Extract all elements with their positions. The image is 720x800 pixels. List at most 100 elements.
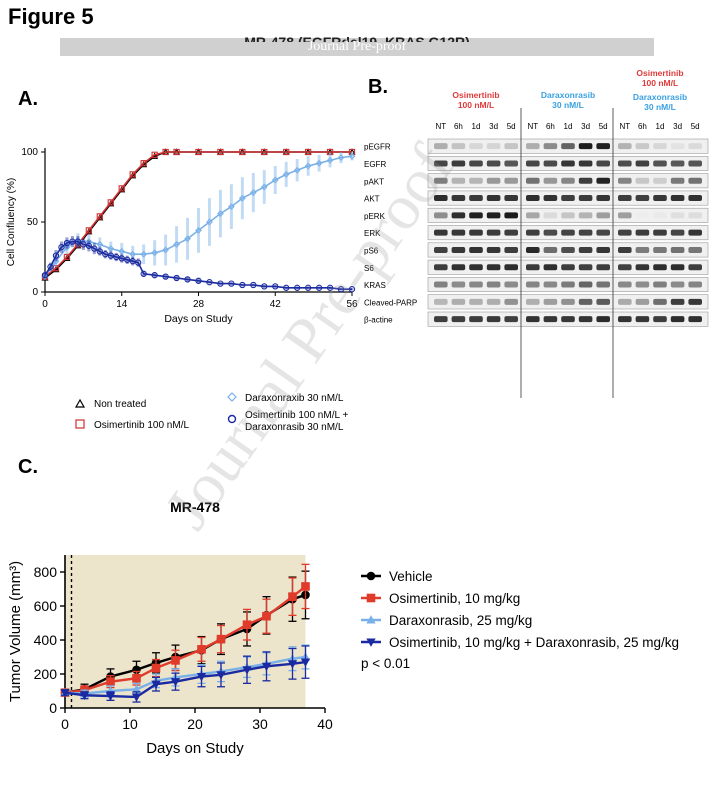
panel-b-band [618,298,632,305]
panel-c-data-point [242,620,252,629]
panel-c-data-point [262,611,271,621]
panel-c-data-point [301,582,310,591]
panel-b-band [504,281,518,288]
panel-b-band [526,316,540,323]
panel-b-band [578,229,593,236]
panel-b-band [543,281,558,288]
panel-b-band [486,143,501,150]
panel-b-lane-label: 6h [638,122,647,131]
panel-b-band [504,316,518,323]
panel-b-lane-label: 6h [546,122,555,131]
panel-b-band [469,316,483,323]
panel-b-band [670,264,685,271]
panel-b-band [504,246,518,253]
panel-a-series-line [44,240,352,290]
panel-a-data-point [151,151,158,158]
legend-c-label: Osimertinib, 10 mg/kg + Daraxonrasib, 25… [389,635,679,650]
panel-b-band [688,298,702,305]
panel-a-data-point [326,148,334,156]
panel-b-band [653,143,667,150]
panel-a-data-point [151,249,159,257]
panel-a-data-point [250,281,257,289]
panel-a-data-point [261,148,268,156]
panel-b-band [618,246,632,253]
panel-b-band [618,281,632,288]
panel-b-band [543,143,558,150]
panel-b-band [434,316,448,323]
panel-a-xtick-label: 14 [116,299,128,310]
panel-a-series-2 [41,152,356,280]
panel-c-label: C. [18,456,38,478]
panel-c-data-point [197,645,206,654]
panel-a-data-point [348,286,356,293]
panel-a-ytick-label: 100 [21,147,38,158]
panel-a-data-point [85,242,93,249]
panel-b-band [504,160,518,167]
panel-a-data-point [41,273,49,280]
panel-b-band [451,246,466,253]
panel-c-data-point [131,693,142,702]
legend-a-marker-circle-icon [227,414,237,424]
panel-a-data-point [162,148,169,156]
panel-c-xlabel: Days on Study [146,740,244,757]
panel-b-band [486,281,501,288]
panel-c-axes: 0 200 400 600 800 0 10 20 30 40 Days on Study Tumor… [7,555,333,757]
panel-b-band [670,160,685,167]
panel-b-band [469,264,483,271]
panel-c-xtick-label: 0 [61,716,69,732]
panel-c-ytick-label: 200 [34,666,58,682]
panel-b-lane-label: 3d [489,122,498,131]
panel-b-row-label: pERK [364,212,386,221]
panel-b-row-label: S6 [364,264,374,273]
legend-a-item-2: Daraxonraxib 30 nM/L [227,392,344,404]
panel-b-band [486,177,501,184]
panel-a-data-point [282,171,290,178]
panel-c-xtick-label: 40 [317,716,333,732]
panel-b-band [451,298,466,305]
panel-c-data-point [287,660,298,669]
panel-a-data-point [113,253,120,261]
panel-a-data-point [140,270,147,277]
panel-c-legend: Vehicle Osimertinib, 10 mg/kg Daraxonrasib… [361,569,679,671]
panel-b-band [543,316,558,323]
panel-a-data-point [337,286,345,293]
panel-b-band [596,177,610,184]
panel-c-ytick-label: 600 [34,598,58,614]
panel-b-band [635,195,650,202]
panel-c-data-point [106,677,115,686]
panel-b-band [653,212,667,219]
panel-b-band [543,246,558,253]
panel-a-xtick-label: 42 [270,299,282,310]
panel-a-data-point [228,203,235,210]
panel-c-data-point [242,666,252,675]
panel-b-band [526,195,540,202]
panel-b-band [578,246,593,253]
panel-b-band [578,160,593,167]
panel-b-band [653,246,667,253]
panel-a-series-line [44,155,353,278]
banner-partial-title: MR-478 (EGFRdel19, KRAS G12R) [244,34,470,42]
panel-b-band [504,177,518,184]
panel-c-data-point [105,692,116,701]
panel-a-data-point [304,148,312,156]
legend-c-marker-icon [366,571,376,581]
panel-b-band [653,298,667,305]
panel-b-band [526,177,540,184]
panel-b-group-label-top: Osimertinib 100 nM/L [636,68,683,88]
panel-a-data-point [271,176,279,184]
panel-a-data-point [315,159,323,167]
panel-b-band [635,160,650,167]
figure-title: Figure 5 [8,4,94,29]
legend-c-label: Osimertinib, 10 mg/kg [389,591,520,606]
panel-a-axes: 0 50 100 0 14 28 42 56 Days on Study Cell Conflue… [6,147,358,325]
panel-b-band [543,160,558,167]
panel-b-lane-label: 5d [691,122,700,131]
panel-b-band [451,316,466,323]
panel-c-series-3 [60,645,311,703]
legend-a-marker-diamond-icon [227,392,237,402]
panel-b-band [451,264,466,271]
panel-b-band [486,316,501,323]
panel-c-ytick-label: 800 [34,564,58,580]
panel-b-band [504,229,518,236]
panel-b-band [618,177,632,184]
